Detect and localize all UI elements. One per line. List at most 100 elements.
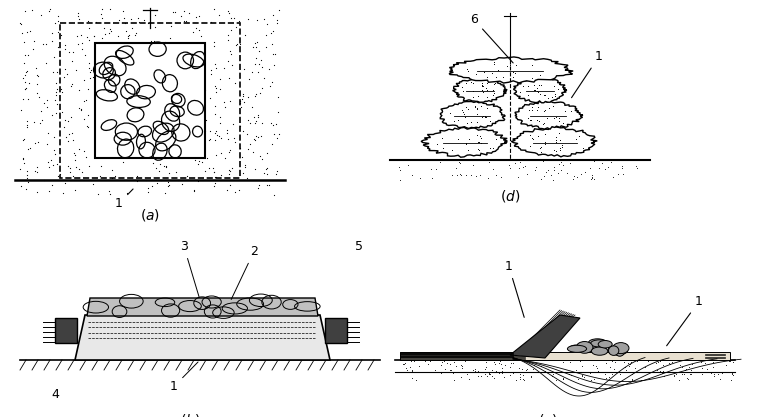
Point — [163, 322, 175, 329]
Point — [524, 352, 536, 358]
Point — [52, 173, 64, 179]
Point — [17, 95, 29, 102]
Point — [631, 354, 643, 360]
Point — [548, 83, 560, 90]
Point — [607, 173, 619, 180]
Point — [445, 367, 457, 374]
Point — [262, 323, 274, 330]
Point — [116, 88, 128, 95]
Point — [208, 183, 220, 189]
Point — [70, 163, 82, 170]
Point — [99, 30, 111, 37]
Point — [548, 146, 560, 153]
Point — [476, 114, 488, 121]
Point — [252, 133, 264, 140]
Point — [535, 362, 547, 369]
Polygon shape — [515, 101, 583, 129]
Point — [149, 11, 161, 18]
Point — [269, 322, 281, 329]
Point — [21, 68, 33, 75]
Point — [479, 371, 491, 378]
Point — [73, 166, 85, 172]
Point — [17, 156, 30, 162]
Point — [19, 85, 31, 92]
Point — [103, 191, 116, 197]
Point — [261, 20, 273, 27]
Point — [188, 187, 201, 194]
Point — [96, 40, 108, 47]
Point — [585, 376, 597, 383]
Point — [507, 359, 519, 366]
Point — [268, 130, 280, 137]
Point — [224, 168, 236, 174]
Point — [538, 92, 550, 99]
Point — [513, 354, 525, 360]
Point — [261, 150, 273, 156]
Point — [249, 136, 261, 142]
Point — [271, 167, 283, 174]
Point — [483, 351, 495, 358]
Point — [461, 120, 473, 126]
Point — [214, 119, 226, 126]
Point — [526, 104, 538, 111]
Polygon shape — [75, 315, 330, 360]
Point — [106, 166, 118, 173]
Point — [97, 135, 109, 142]
Point — [401, 367, 413, 373]
Point — [712, 371, 724, 378]
Point — [554, 137, 566, 143]
Point — [48, 53, 60, 60]
Point — [237, 92, 249, 99]
Point — [154, 150, 166, 157]
Point — [554, 145, 566, 151]
Point — [21, 172, 33, 179]
Point — [572, 375, 584, 382]
Point — [557, 375, 569, 382]
Point — [237, 170, 249, 176]
Point — [134, 324, 146, 331]
Point — [26, 6, 38, 13]
Point — [461, 147, 473, 153]
Point — [499, 362, 511, 369]
Point — [130, 80, 142, 87]
Text: $(b)$: $(b)$ — [180, 412, 200, 417]
Point — [236, 103, 248, 110]
Point — [144, 89, 156, 96]
Point — [567, 176, 579, 183]
Point — [135, 93, 147, 99]
Point — [643, 349, 655, 356]
Point — [489, 74, 502, 81]
Point — [96, 15, 108, 22]
Point — [514, 371, 526, 377]
Point — [710, 351, 722, 357]
Point — [549, 377, 562, 383]
Point — [562, 355, 575, 362]
Point — [452, 117, 464, 123]
Point — [106, 106, 119, 112]
Point — [234, 41, 246, 48]
Point — [48, 147, 60, 153]
Point — [439, 349, 451, 356]
Point — [447, 370, 459, 377]
Point — [93, 326, 105, 332]
Point — [248, 323, 260, 330]
Point — [593, 164, 605, 171]
Point — [443, 353, 455, 360]
Point — [150, 52, 163, 58]
Point — [49, 96, 62, 103]
Point — [64, 168, 76, 175]
Ellipse shape — [615, 345, 625, 356]
Point — [167, 152, 179, 158]
Point — [83, 37, 95, 44]
Point — [239, 32, 252, 38]
Point — [185, 320, 198, 327]
Point — [414, 354, 426, 361]
Point — [65, 129, 78, 136]
Point — [109, 56, 122, 63]
Point — [55, 32, 67, 38]
Point — [112, 33, 124, 40]
Point — [715, 350, 727, 357]
Point — [473, 146, 485, 153]
Point — [121, 190, 133, 197]
Point — [49, 19, 62, 26]
